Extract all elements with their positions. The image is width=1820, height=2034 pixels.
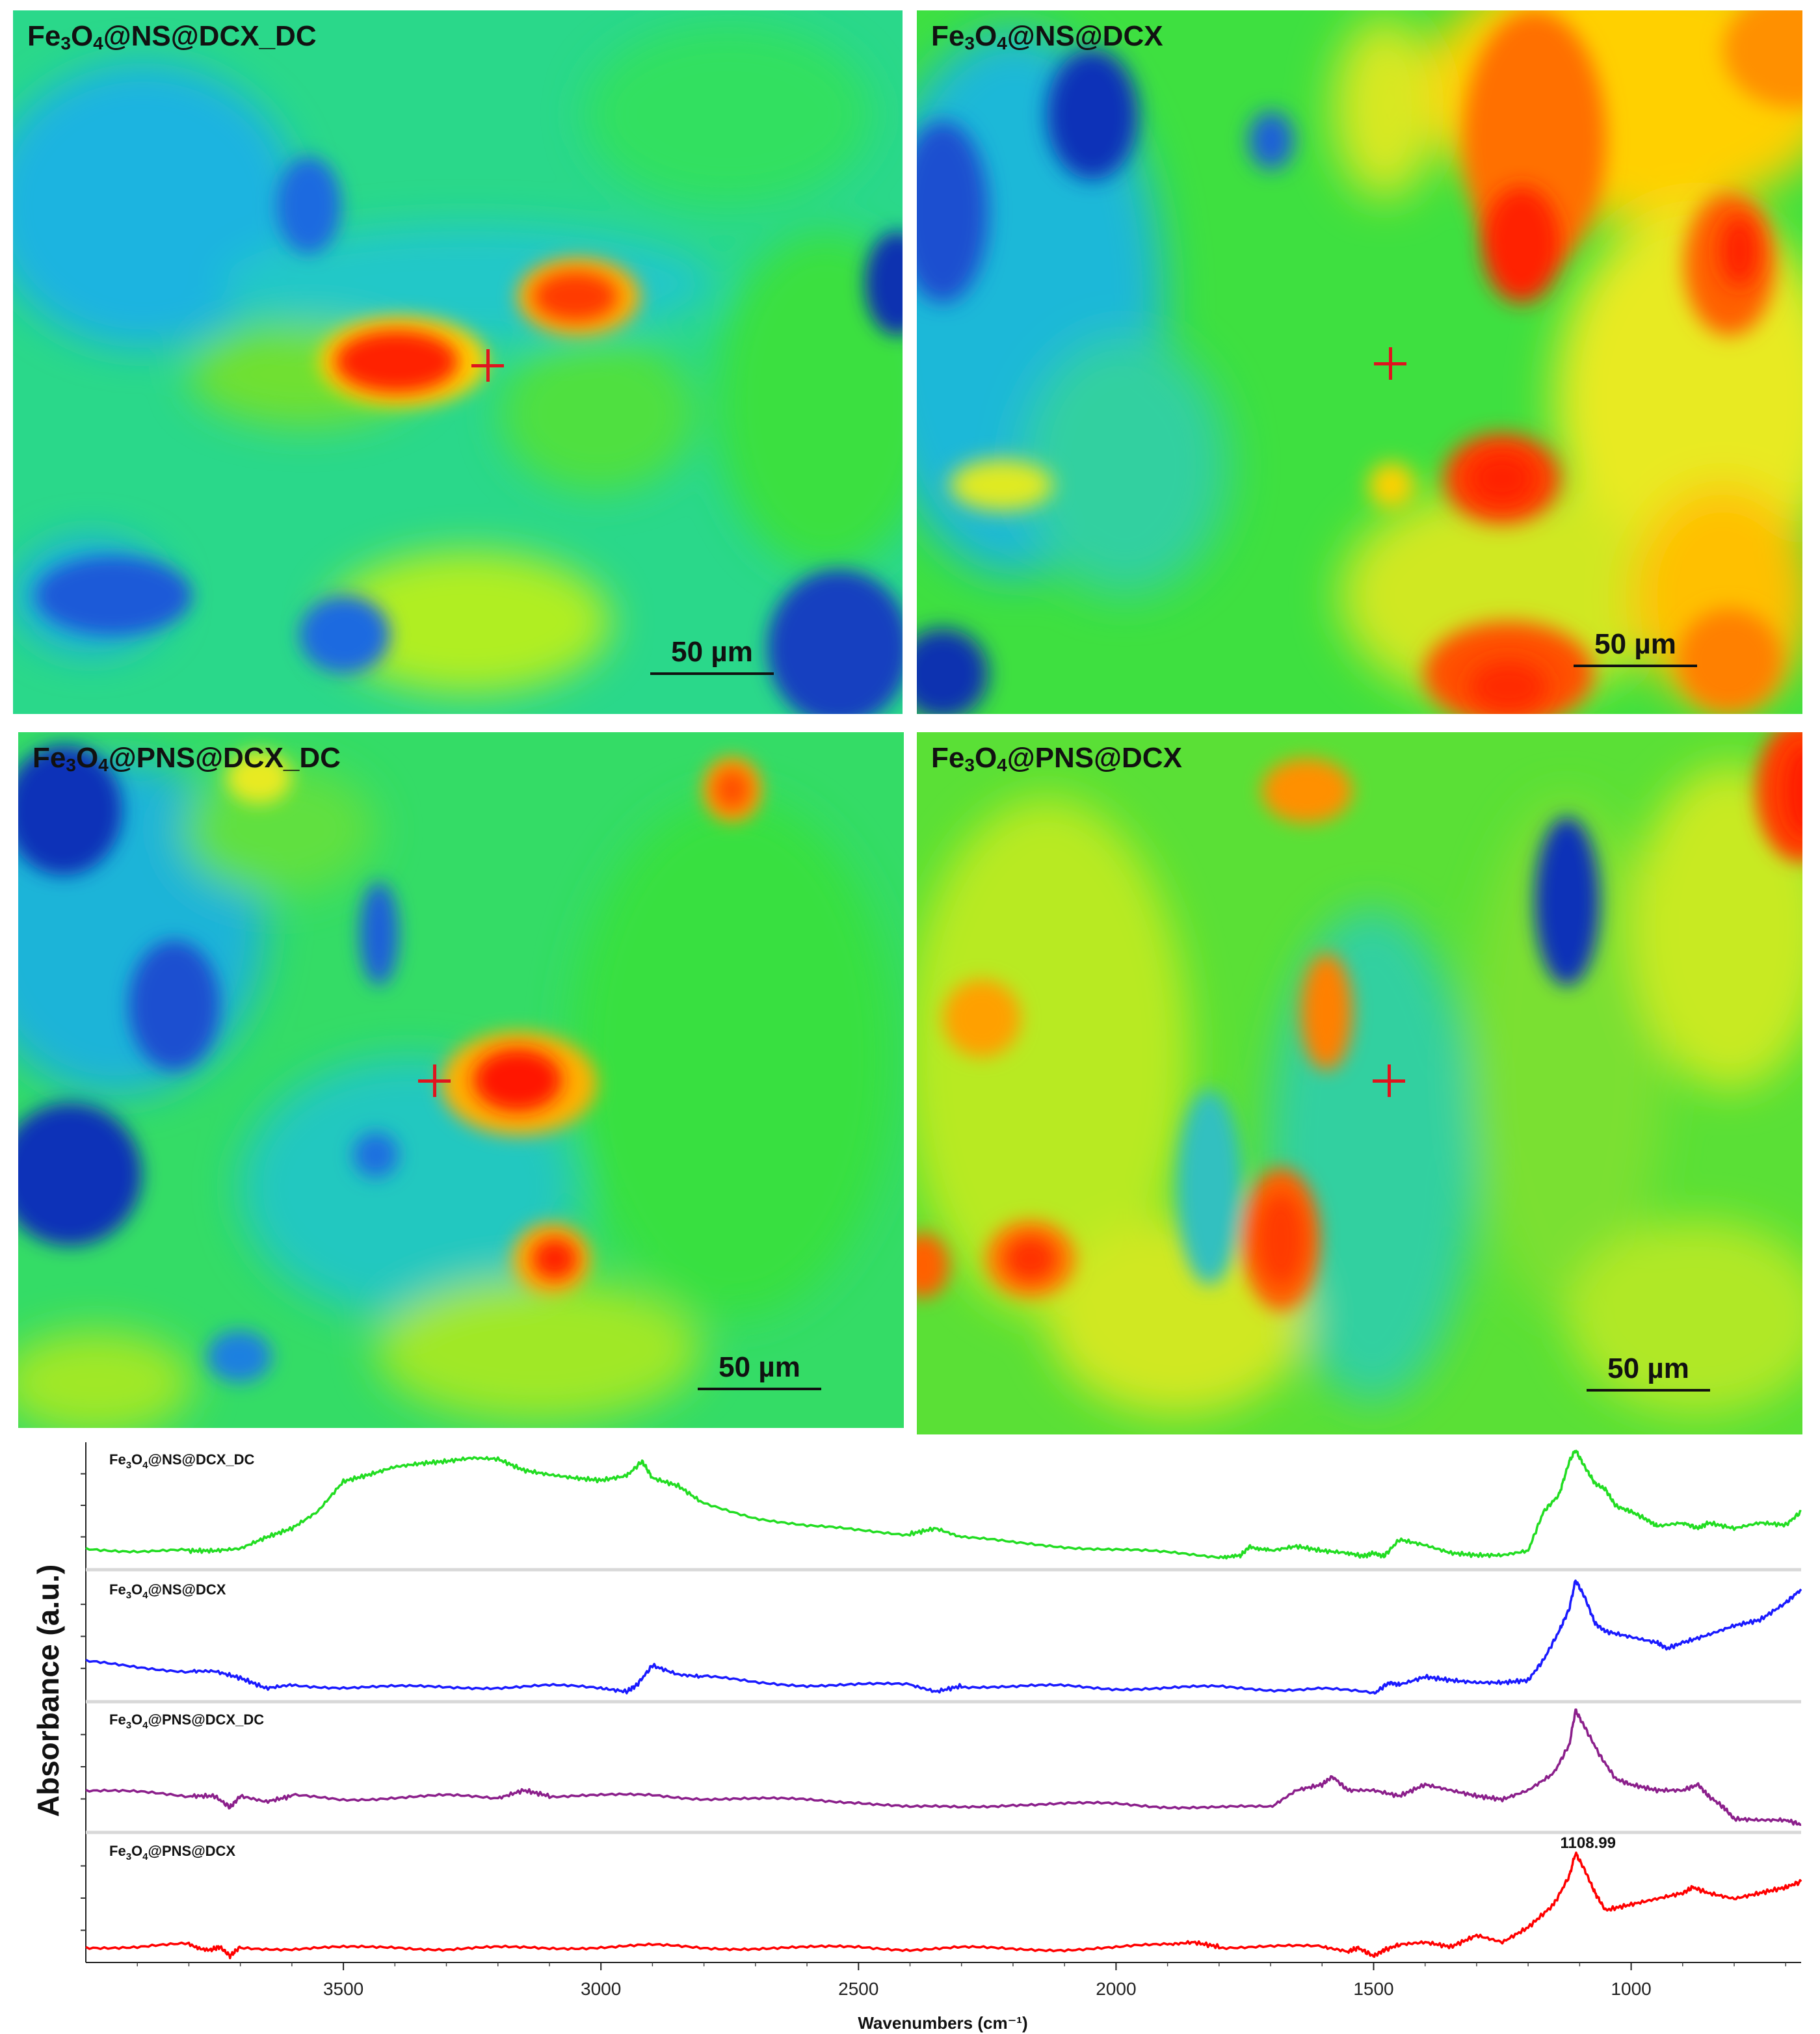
chem-map-image [13,10,903,714]
tick-marks [81,1473,1786,1970]
crosshair-marker [1373,1064,1405,1097]
scale-bar-label: 50 µm [671,636,753,668]
series-label-4: Fe3O4@PNS@DCX [109,1843,235,1862]
series-label-2: Fe3O4@NS@DCX [109,1581,226,1601]
scale-bar: 50 µm [1587,1353,1710,1392]
map-title: Fe3O4@PNS@DCX [931,742,1182,775]
map-title: Fe3O4@NS@DCX [931,20,1163,53]
x-tick-label: 3500 [323,1979,363,1999]
spectrum-line-3 [85,1708,1802,1826]
ftir-spectra-chart: Fe3O4@NS@DCX_DC Fe3O4@NS@DCX Fe3O4@PNS@DCX… [31,1442,1802,2033]
x-tick-label: 2500 [838,1979,878,1999]
scale-bar: 50 µm [698,1351,821,1390]
crosshair-marker [1374,347,1406,380]
map-title: Fe3O4@PNS@DCX_DC [33,742,341,775]
panel-frames [85,1442,1801,1963]
series-lines [85,1449,1802,1960]
x-tick-labels: 3500 3000 2500 2000 1500 1000 [323,1979,1652,1999]
map-title: Fe3O4@NS@DCX_DC [27,20,317,53]
chem-map-ns-dcx: Fe3O4@NS@DCX 50 µm [917,10,1802,714]
x-tick-label: 1500 [1353,1979,1393,1999]
series-label-1: Fe3O4@NS@DCX_DC [109,1451,255,1471]
scale-bar-label: 50 µm [719,1351,800,1383]
crosshair-marker [471,349,504,382]
chem-map-image [917,10,1802,714]
crosshair-marker [418,1064,451,1097]
chem-map-image [917,732,1802,1434]
x-tick-label: 1000 [1611,1979,1651,1999]
chem-map-pns-dcx-dc: Fe3O4@PNS@DCX_DC 50 µm [18,732,904,1428]
series-label-3: Fe3O4@PNS@DCX_DC [109,1711,264,1731]
chem-map-image [18,732,904,1428]
scale-bar: 50 µm [1574,628,1697,667]
spectrum-line-2 [85,1579,1802,1695]
x-tick-label: 2000 [1096,1979,1136,1999]
chem-map-ns-dcx-dc: Fe3O4@NS@DCX_DC 50 µm [13,10,903,714]
scale-bar-label: 50 µm [1607,1353,1689,1384]
x-axis-label: Wavenumbers (cm⁻¹) [858,2013,1027,2033]
y-axis-label: Absorbance (a.u.) [31,1565,65,1817]
spectrum-line-1 [85,1449,1802,1560]
scale-bar: 50 µm [650,636,774,675]
x-tick-label: 3000 [581,1979,621,1999]
peak-annotation: 1108.99 [1561,1834,1616,1852]
spectrum-line-4 [85,1851,1802,1960]
chem-map-pns-dcx: Fe3O4@PNS@DCX 50 µm [917,732,1802,1434]
scale-bar-label: 50 µm [1594,628,1676,660]
series-labels: Fe3O4@NS@DCX_DC Fe3O4@NS@DCX Fe3O4@PNS@DCX… [109,1451,264,1862]
